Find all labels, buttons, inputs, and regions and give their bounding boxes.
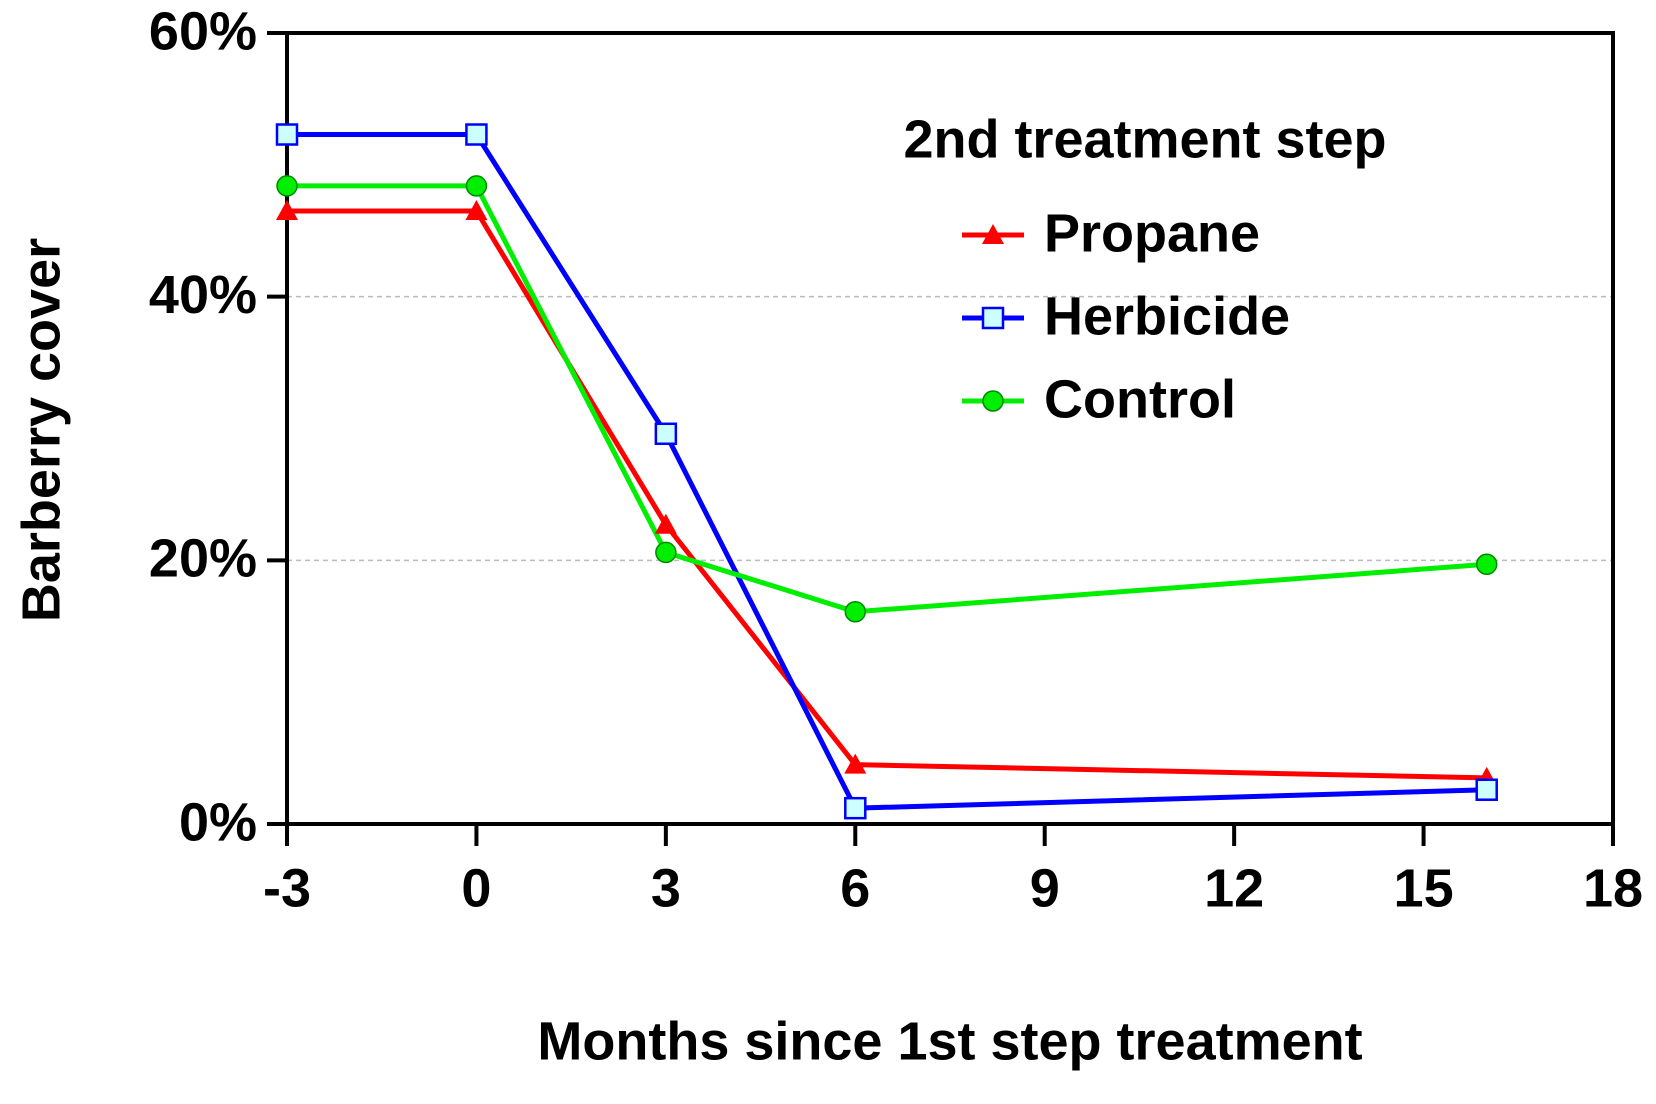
x-tick-label: -3 [263,858,311,918]
x-tick-label: 0 [461,858,491,918]
marker [277,125,297,145]
marker [656,424,676,444]
legend-label: Herbicide [1044,286,1290,346]
y-tick-label: 40% [149,265,257,325]
x-tick-label: 18 [1583,858,1643,918]
legend-marker [983,308,1003,328]
legend-label: Control [1044,369,1236,429]
marker [1477,554,1497,574]
marker [845,798,865,818]
marker [656,542,676,562]
x-tick-label: 9 [1030,858,1060,918]
marker [845,602,865,622]
x-tick-label: 15 [1394,858,1454,918]
chart: Barberry cover Months since 1st step tre… [0,0,1656,1104]
y-tick-label: 60% [149,1,257,61]
marker [466,125,486,145]
series-line [287,135,1487,809]
x-tick-label: 6 [840,858,870,918]
y-axis-title: Barberry cover [11,238,71,622]
legend-title: 2nd treatment step [903,109,1386,169]
x-axis-title: Months since 1st step treatment [537,1011,1362,1071]
marker [277,176,297,196]
marker [466,176,486,196]
x-tick-label: 3 [651,858,681,918]
y-tick-label: 0% [179,792,257,852]
series-line [287,186,1487,612]
marker [1477,780,1497,800]
legend-label: Propane [1044,203,1260,263]
x-tick-label: 12 [1204,858,1264,918]
legend-marker [983,391,1003,411]
y-tick-label: 20% [149,529,257,589]
